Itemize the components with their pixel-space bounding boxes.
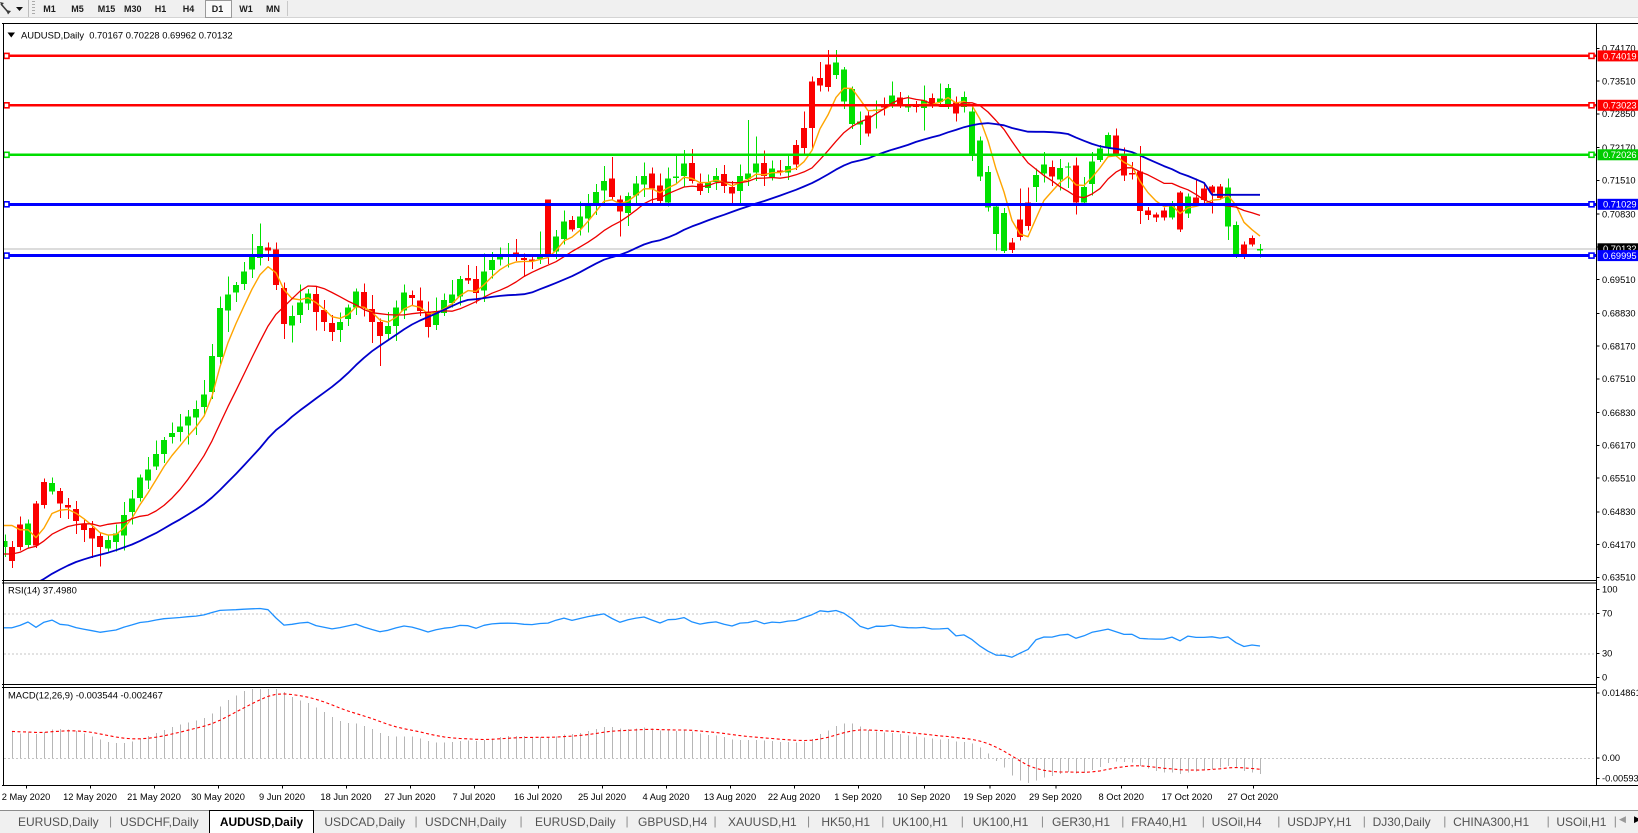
svg-text:25 Jul 2020: 25 Jul 2020 xyxy=(578,792,626,802)
svg-text:10 Sep 2020: 10 Sep 2020 xyxy=(897,792,950,802)
svg-text:0.69995: 0.69995 xyxy=(1603,251,1637,261)
svg-text:RSI(14) 37.4980: RSI(14) 37.4980 xyxy=(8,585,77,596)
svg-text:0.71029: 0.71029 xyxy=(1603,200,1637,210)
svg-text:0.68830: 0.68830 xyxy=(1602,309,1636,319)
svg-text:4 Aug 2020: 4 Aug 2020 xyxy=(642,792,689,802)
svg-text:7 Jul 2020: 7 Jul 2020 xyxy=(453,792,496,802)
svg-text:17 Oct 2020: 17 Oct 2020 xyxy=(1162,792,1213,802)
svg-text:9 Jun 2020: 9 Jun 2020 xyxy=(259,792,305,802)
svg-text:0.72170: 0.72170 xyxy=(1602,143,1636,153)
svg-text:2 May 2020: 2 May 2020 xyxy=(2,792,51,802)
svg-text:0.69510: 0.69510 xyxy=(1602,275,1636,285)
svg-text:-0.005938: -0.005938 xyxy=(1602,774,1638,784)
svg-text:19 Sep 2020: 19 Sep 2020 xyxy=(963,792,1016,802)
svg-text:0.66830: 0.66830 xyxy=(1602,408,1636,418)
svg-text:16 Jul 2020: 16 Jul 2020 xyxy=(514,792,562,802)
svg-text:0.74170: 0.74170 xyxy=(1602,44,1636,54)
svg-text:0.68170: 0.68170 xyxy=(1602,341,1636,351)
svg-text:0: 0 xyxy=(1602,673,1607,683)
svg-text:0.64170: 0.64170 xyxy=(1602,540,1636,550)
svg-text:0.70830: 0.70830 xyxy=(1602,209,1636,219)
svg-text:0.72850: 0.72850 xyxy=(1602,109,1636,119)
svg-text:0.74019: 0.74019 xyxy=(1603,51,1637,61)
svg-text:0.67510: 0.67510 xyxy=(1602,374,1636,384)
svg-text:0.00: 0.00 xyxy=(1602,753,1620,763)
svg-text:0.63510: 0.63510 xyxy=(1602,573,1636,583)
svg-text:8 Oct 2020: 8 Oct 2020 xyxy=(1098,792,1143,802)
svg-text:22 Aug 2020: 22 Aug 2020 xyxy=(768,792,820,802)
svg-text:21 May 2020: 21 May 2020 xyxy=(127,792,181,802)
svg-text:18 Jun 2020: 18 Jun 2020 xyxy=(320,792,371,802)
svg-text:0.73023: 0.73023 xyxy=(1603,101,1637,111)
svg-text:27 Oct 2020: 27 Oct 2020 xyxy=(1227,792,1278,802)
svg-text:0.65510: 0.65510 xyxy=(1602,473,1636,483)
svg-text:0.70132: 0.70132 xyxy=(1603,244,1637,254)
svg-text:1 Sep 2020: 1 Sep 2020 xyxy=(834,792,882,802)
svg-text:0.014861: 0.014861 xyxy=(1602,688,1638,698)
svg-text:27 Jun 2020: 27 Jun 2020 xyxy=(384,792,435,802)
svg-text:12 May 2020: 12 May 2020 xyxy=(63,792,117,802)
svg-text:0.72026: 0.72026 xyxy=(1603,150,1637,160)
svg-text:30 May 2020: 30 May 2020 xyxy=(191,792,245,802)
svg-text:100: 100 xyxy=(1602,585,1618,595)
svg-text:30: 30 xyxy=(1602,649,1612,659)
svg-text:0.73510: 0.73510 xyxy=(1602,76,1636,86)
svg-text:13 Aug 2020: 13 Aug 2020 xyxy=(704,792,756,802)
svg-text:0.71510: 0.71510 xyxy=(1602,176,1636,186)
svg-text:0.64830: 0.64830 xyxy=(1602,507,1636,517)
svg-text:29 Sep 2020: 29 Sep 2020 xyxy=(1029,792,1082,802)
svg-text:AUDUSD,Daily 0.70167 0.70228: AUDUSD,Daily 0.70167 0.70228 0.69962 0.7… xyxy=(21,30,233,41)
svg-text:MACD(12,26,9) -0.003544 -0.002: MACD(12,26,9) -0.003544 -0.002467 xyxy=(8,690,163,701)
svg-text:70: 70 xyxy=(1602,609,1612,619)
svg-text:0.66170: 0.66170 xyxy=(1602,441,1636,451)
